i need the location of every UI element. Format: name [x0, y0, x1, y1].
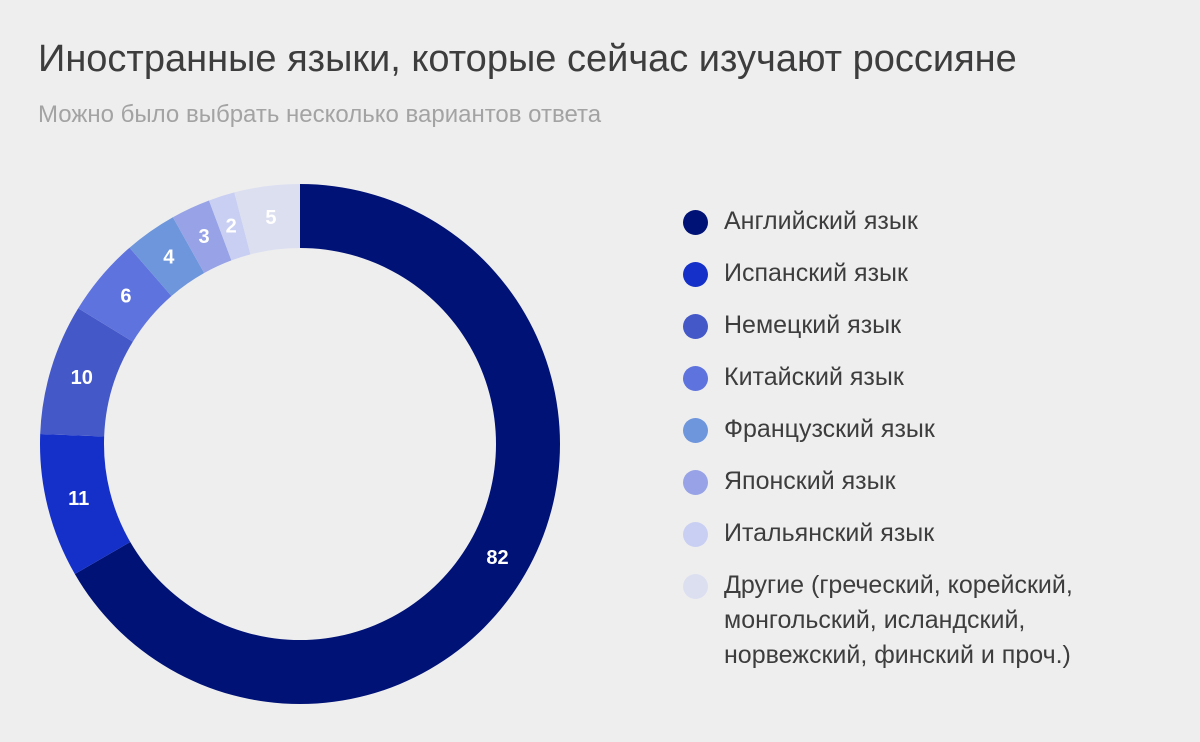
legend-item: Другие (греческий, корейский, монгольски…: [683, 568, 1073, 673]
donut-slice: [208, 192, 251, 261]
legend-item: Итальянский язык: [683, 516, 1073, 551]
legend-label: Китайский язык: [724, 363, 904, 391]
slice-value-label: 2: [226, 216, 237, 238]
legend-swatch-icon: [683, 470, 708, 495]
chart-legend: Английский язык Испанский язык Немецкий яз…: [683, 204, 1073, 690]
legend-item: Немецкий язык: [683, 308, 1073, 343]
legend-item: Испанский язык: [683, 256, 1073, 291]
slice-value-label: 11: [68, 488, 89, 510]
legend-label: Французский язык: [724, 415, 935, 443]
donut-slice: [172, 200, 232, 274]
legend-label: Испанский язык: [724, 259, 908, 287]
slice-value-label: 4: [163, 247, 175, 269]
legend-item: Японский язык: [683, 464, 1073, 499]
donut-slice: [129, 217, 205, 297]
chart-title: Иностранные языки, которые сейчас изучаю…: [38, 38, 1017, 80]
donut-chart: 82 11 10 6 4 3 2 5: [39, 184, 560, 704]
legend-swatch-icon: [683, 574, 708, 599]
slice-value-label: 6: [120, 286, 131, 308]
legend-swatch-icon: [683, 522, 708, 547]
legend-label: Японский язык: [724, 467, 896, 495]
slice-value-label: 5: [265, 207, 276, 229]
chart-subtitle: Можно было выбрать несколько вариантов о…: [38, 101, 602, 128]
legend-swatch-icon: [683, 210, 708, 235]
legend-item: Английский язык: [683, 204, 1073, 239]
legend-swatch-icon: [683, 262, 708, 287]
donut-slice: [234, 184, 300, 255]
legend-item: Французский язык: [683, 412, 1073, 447]
donut-slice: [39, 434, 131, 574]
legend-label: Немецкий язык: [724, 311, 902, 339]
slice-value-label: 3: [199, 226, 210, 248]
legend-label: Другие (греческий, корейский, монгольски…: [724, 571, 1073, 669]
slice-value-label: 82: [486, 547, 508, 569]
legend-item: Китайский язык: [683, 360, 1073, 395]
slice-value-label: 10: [71, 367, 93, 389]
donut-slice: [40, 308, 133, 437]
legend-label: Английский язык: [724, 207, 918, 235]
legend-label: Итальянский язык: [724, 519, 935, 547]
legend-swatch-icon: [683, 418, 708, 443]
legend-swatch-icon: [683, 314, 708, 339]
donut-slice: [78, 247, 172, 342]
legend-swatch-icon: [683, 366, 708, 391]
